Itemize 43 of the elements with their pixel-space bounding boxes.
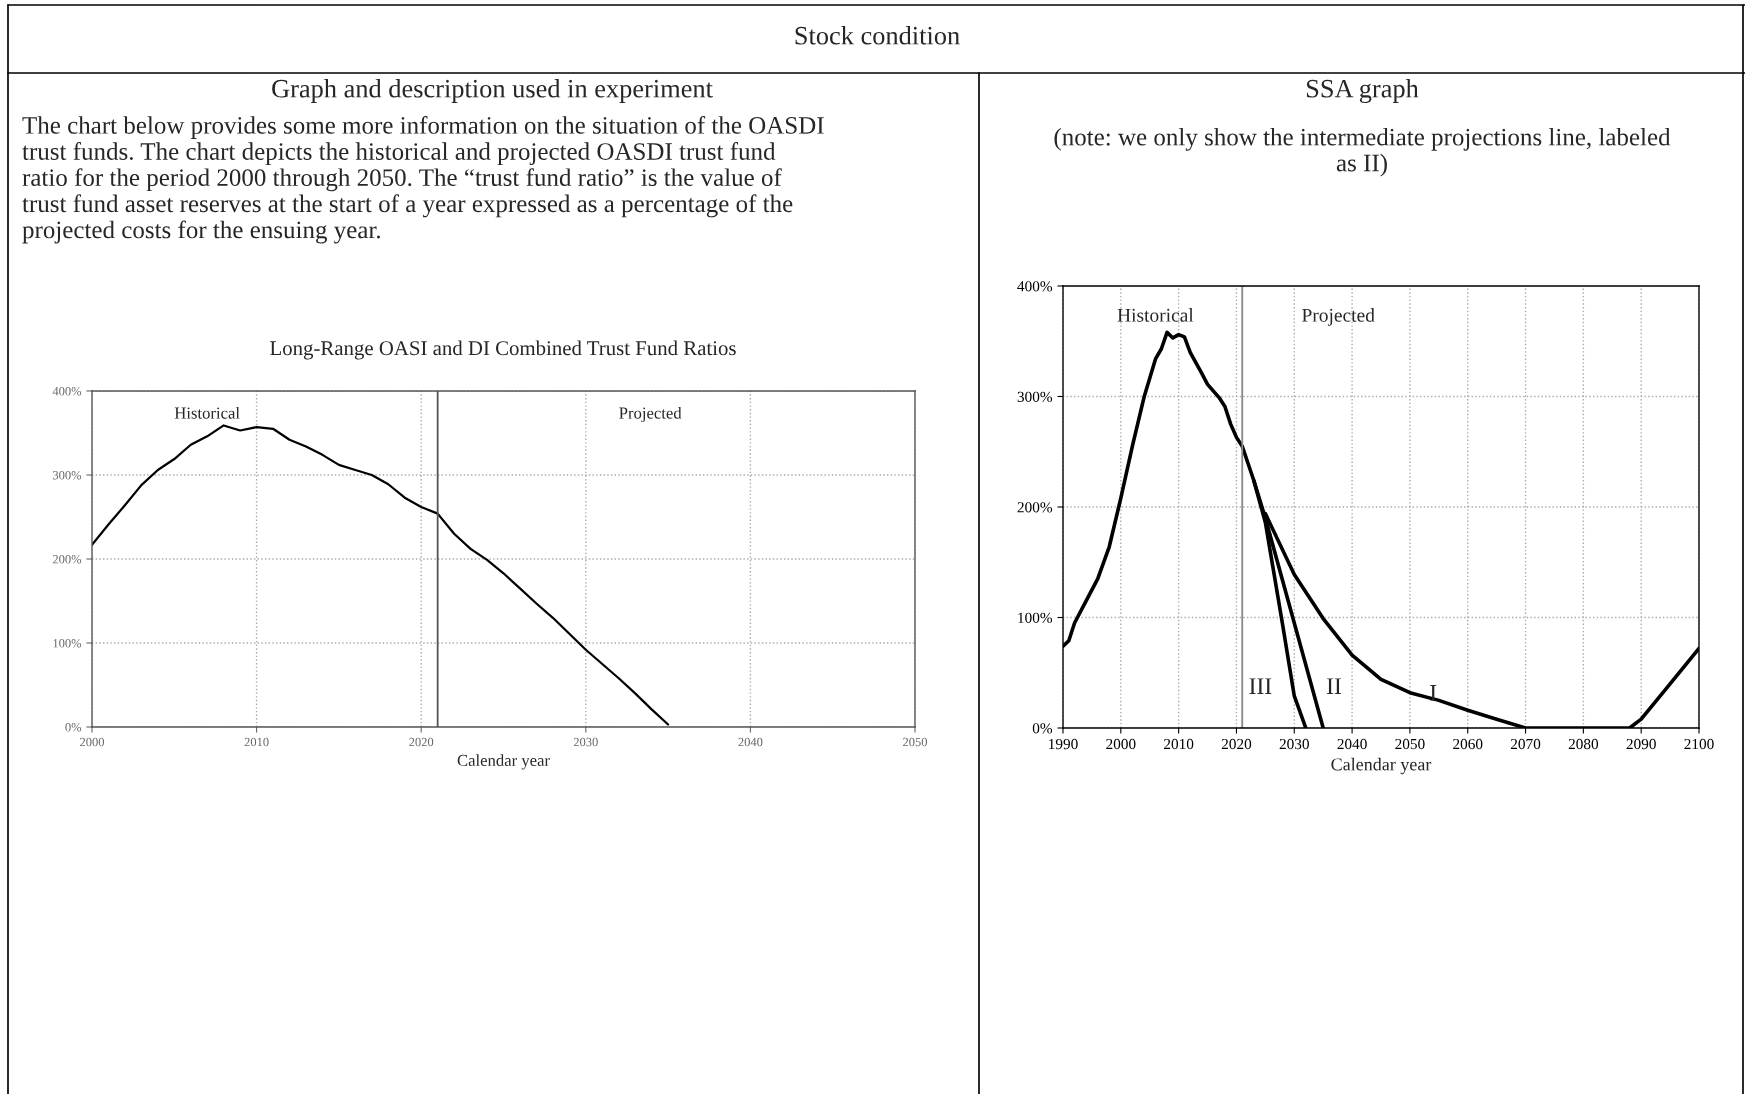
x-axis-title: Calendar year bbox=[1331, 757, 1432, 775]
x-tick-label: 2010 bbox=[1164, 738, 1194, 750]
y-tick-label: 300% bbox=[53, 471, 82, 480]
chart-title: Long-Range OASI and DI Combined Trust Fund Ratios bbox=[270, 340, 736, 360]
x-tick-label: 2000 bbox=[80, 737, 105, 747]
x-tick-label: 2030 bbox=[1279, 738, 1309, 750]
y-tick-label: 400% bbox=[1017, 281, 1053, 292]
x-tick-label: 2010 bbox=[244, 737, 269, 747]
x-tick-label: 1990 bbox=[1049, 738, 1078, 750]
x-tick-label: 2040 bbox=[1337, 738, 1367, 750]
x-tick-label: 2050 bbox=[903, 737, 928, 747]
y-tick-label: 100% bbox=[53, 639, 82, 648]
annotation: Projected bbox=[619, 406, 682, 423]
chart-title: SSA graph bbox=[1306, 79, 1419, 103]
x-tick-label: 2050 bbox=[1395, 738, 1425, 750]
x-axis-title: Calendar year bbox=[457, 754, 550, 770]
y-tick-label: 0% bbox=[1032, 723, 1053, 734]
y-tick-label: 200% bbox=[52, 555, 82, 564]
series-label: I bbox=[1430, 685, 1437, 701]
annotation: Historical bbox=[1117, 308, 1194, 322]
chart-subtitle: (note: we only show the intermediate projections line, labeled as II) bbox=[1054, 128, 1671, 177]
series-label: III bbox=[1249, 678, 1272, 694]
annotation: Historical bbox=[174, 406, 240, 419]
y-tick-label: 200% bbox=[1017, 502, 1053, 513]
x-tick-label: 2080 bbox=[1568, 738, 1599, 750]
x-tick-label: 2060 bbox=[1453, 738, 1483, 750]
x-tick-label: 2040 bbox=[738, 737, 763, 747]
x-tick-label: 2020 bbox=[409, 737, 434, 747]
y-tick-label: 100% bbox=[1018, 612, 1053, 623]
text: The chart below provides some more information on the situation of the OASDI trust funds. The chart depicts the historical and projected OASDI trust fund ratio for the period 2000 through 2050. The “trust fund ratio” is the value of trust fund asset reserves at the start of a year expressed as a percentage of the projected costs for the ensuing year. bbox=[22, 116, 824, 244]
x-tick-label: 2020 bbox=[1221, 738, 1252, 750]
x-tick-label: 2070 bbox=[1510, 738, 1541, 750]
series-label: II bbox=[1326, 678, 1342, 694]
text: Graph and description used in experiment bbox=[272, 79, 713, 103]
x-tick-label: 2090 bbox=[1626, 738, 1656, 750]
y-tick-label: 0% bbox=[65, 723, 82, 732]
x-tick-label: 2030 bbox=[573, 737, 598, 747]
x-tick-label: 2100 bbox=[1684, 738, 1714, 750]
y-tick-label: 400% bbox=[52, 387, 82, 396]
x-tick-label: 2000 bbox=[1106, 738, 1136, 750]
annotation: Projected bbox=[1302, 308, 1375, 326]
text: Stock condition bbox=[795, 26, 960, 45]
y-tick-label: 300% bbox=[1017, 391, 1053, 402]
